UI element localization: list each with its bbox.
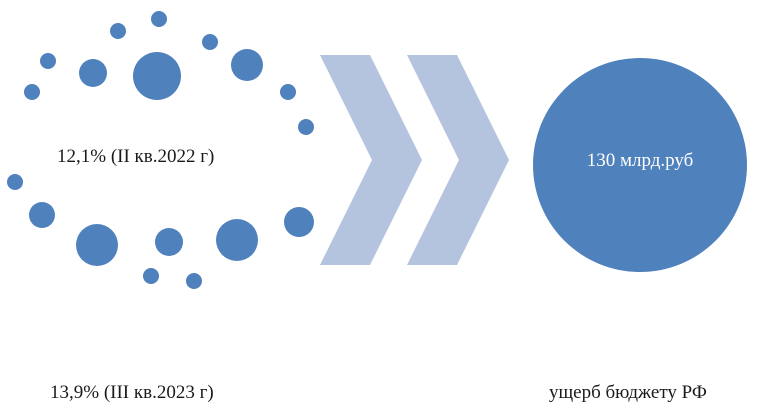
dot [216,219,258,261]
dot [280,84,296,100]
dot [202,34,218,50]
dot [79,59,107,87]
chevron-right-icon [407,55,509,265]
dot [29,202,55,228]
dot [186,273,202,289]
dot [76,224,118,266]
dot-ring [7,11,314,289]
period-end-label: 13,9% (III кв.2023 г) [50,382,214,403]
result-circle [533,58,747,272]
dot [7,174,23,190]
period-start-label: 12,1% (II кв.2022 г) [57,146,215,167]
dot [155,228,183,256]
dot [284,207,314,237]
dot [40,53,56,69]
dot [24,84,40,100]
dot [231,49,263,81]
chevron-right-icon [320,55,422,265]
dot [298,119,314,135]
dot [133,52,181,100]
dot [143,268,159,284]
dot [151,11,167,27]
result-caption-label: ущерб бюджету РФ [549,382,707,403]
flow-arrows [320,55,509,265]
dot [110,23,126,39]
result-value-label: 130 млрд.руб [586,150,694,171]
